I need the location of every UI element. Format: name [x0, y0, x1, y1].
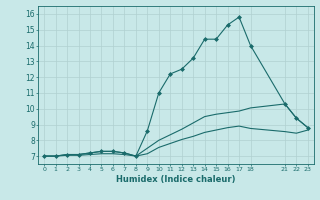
X-axis label: Humidex (Indice chaleur): Humidex (Indice chaleur): [116, 175, 236, 184]
